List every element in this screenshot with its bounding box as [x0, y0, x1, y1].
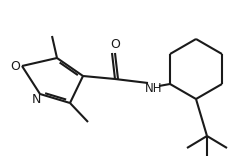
Text: O: O [110, 38, 120, 50]
Text: O: O [10, 59, 20, 73]
Text: NH: NH [145, 82, 163, 94]
Text: N: N [31, 92, 41, 106]
